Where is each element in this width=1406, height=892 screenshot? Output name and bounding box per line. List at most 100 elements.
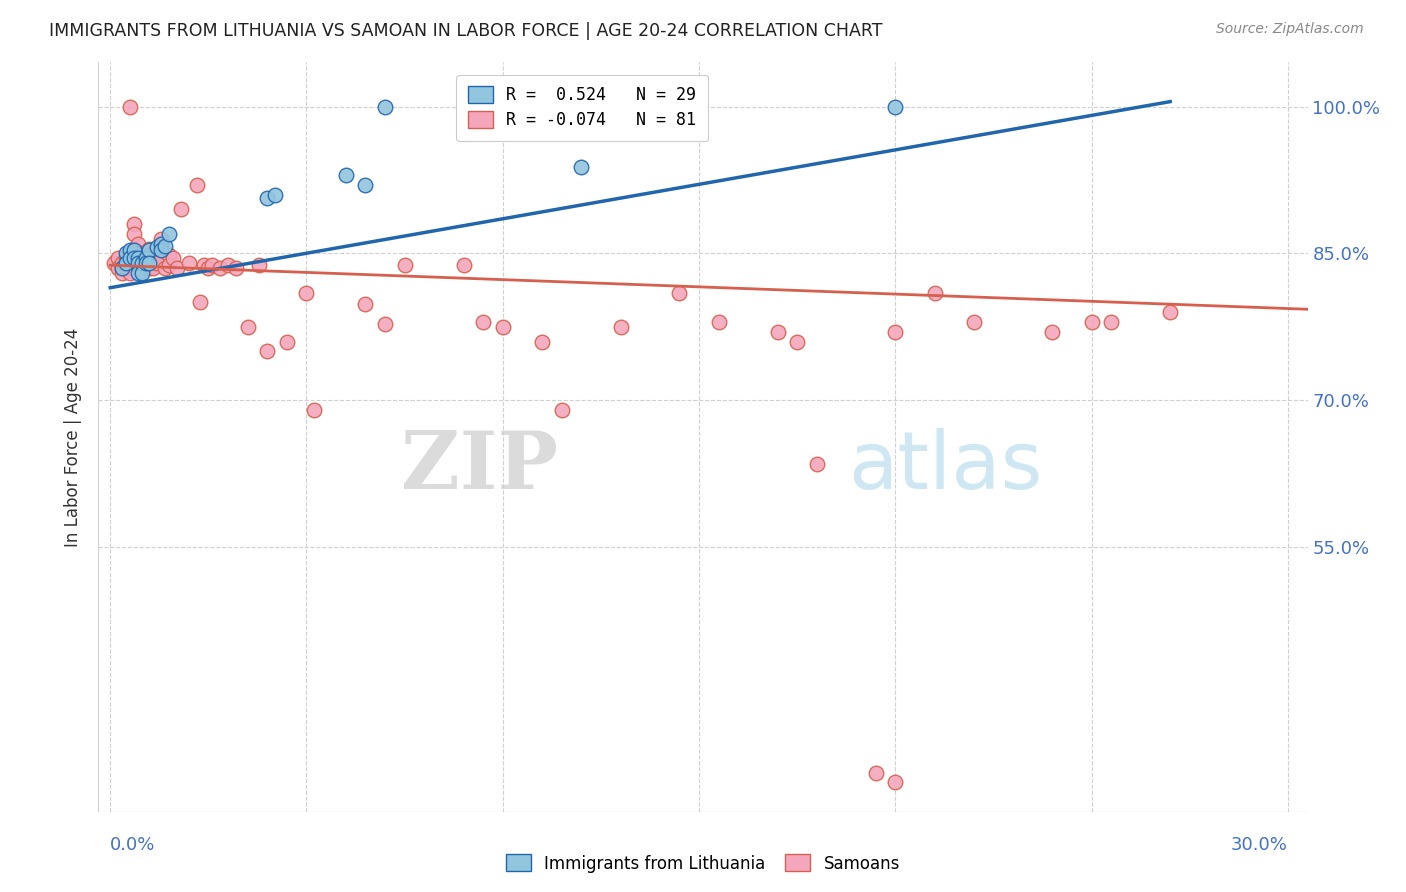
Point xyxy=(131,252,153,266)
Point xyxy=(131,246,153,260)
Point xyxy=(247,258,270,272)
Point xyxy=(157,248,180,262)
Point xyxy=(131,256,153,270)
Point xyxy=(135,256,157,270)
Point xyxy=(111,261,134,276)
Point xyxy=(177,256,200,270)
Point xyxy=(111,261,134,276)
Legend: R =  0.524   N = 29, R = -0.074   N = 81: R = 0.524 N = 29, R = -0.074 N = 81 xyxy=(457,75,707,141)
Point xyxy=(1080,315,1102,329)
Point xyxy=(127,252,149,266)
Point xyxy=(628,99,651,113)
Point xyxy=(162,252,184,266)
Point xyxy=(1042,325,1064,339)
Point xyxy=(256,344,278,359)
Point xyxy=(766,325,789,339)
Point xyxy=(153,261,176,276)
Point xyxy=(118,252,141,266)
Point xyxy=(225,261,247,276)
Point xyxy=(865,765,887,780)
Point xyxy=(122,256,145,270)
Point xyxy=(197,261,219,276)
Point xyxy=(217,258,239,272)
Point xyxy=(127,236,149,251)
Point xyxy=(122,244,145,258)
Point xyxy=(135,252,157,266)
Point xyxy=(166,261,188,276)
Point xyxy=(884,775,907,789)
Point xyxy=(1159,305,1181,319)
Point xyxy=(107,261,129,276)
Point xyxy=(472,315,495,329)
Point xyxy=(131,256,153,270)
Point xyxy=(609,319,631,334)
Point xyxy=(111,266,134,280)
Point xyxy=(256,191,278,205)
Point xyxy=(453,258,475,272)
Point xyxy=(135,256,157,270)
Point xyxy=(1099,315,1122,329)
Point xyxy=(394,258,416,272)
Point xyxy=(138,244,160,258)
Point xyxy=(118,266,141,280)
Text: 0.0%: 0.0% xyxy=(110,836,156,855)
Point xyxy=(150,232,173,246)
Point xyxy=(103,256,125,270)
Point xyxy=(146,239,169,253)
Point xyxy=(122,242,145,256)
Point xyxy=(115,256,138,270)
Point xyxy=(127,258,149,272)
Point xyxy=(201,258,224,272)
Point xyxy=(115,261,138,276)
Point xyxy=(492,319,515,334)
Point xyxy=(131,261,153,276)
Point xyxy=(111,256,134,270)
Point xyxy=(170,202,193,217)
Point xyxy=(354,297,377,311)
Point xyxy=(963,315,986,329)
Point xyxy=(374,317,396,331)
Point xyxy=(157,258,180,272)
Point xyxy=(118,99,141,113)
Point xyxy=(122,217,145,231)
Point xyxy=(276,334,298,349)
Text: Source: ZipAtlas.com: Source: ZipAtlas.com xyxy=(1216,22,1364,37)
Point xyxy=(304,403,326,417)
Point xyxy=(786,334,808,349)
Text: ZIP: ZIP xyxy=(401,428,558,506)
Point xyxy=(127,256,149,270)
Point xyxy=(924,285,946,300)
Point xyxy=(146,256,169,270)
Point xyxy=(135,252,157,266)
Point xyxy=(335,168,357,182)
Point xyxy=(569,160,592,174)
Point xyxy=(150,244,173,258)
Point xyxy=(115,256,138,270)
Point xyxy=(374,99,396,113)
Point xyxy=(118,246,141,260)
Point xyxy=(142,252,165,266)
Legend: Immigrants from Lithuania, Samoans: Immigrants from Lithuania, Samoans xyxy=(499,847,907,880)
Point xyxy=(264,187,287,202)
Point xyxy=(550,403,572,417)
Point xyxy=(115,252,138,266)
Point xyxy=(118,256,141,270)
Point xyxy=(138,261,160,276)
Point xyxy=(150,242,173,256)
Point xyxy=(146,246,169,260)
Point xyxy=(127,252,149,266)
Y-axis label: In Labor Force | Age 20-24: In Labor Force | Age 20-24 xyxy=(65,327,83,547)
Point xyxy=(118,244,141,258)
Point xyxy=(138,256,160,270)
Point xyxy=(531,334,554,349)
Point xyxy=(142,261,165,276)
Point xyxy=(209,261,232,276)
Text: IMMIGRANTS FROM LITHUANIA VS SAMOAN IN LABOR FORCE | AGE 20-24 CORRELATION CHART: IMMIGRANTS FROM LITHUANIA VS SAMOAN IN L… xyxy=(49,22,883,40)
Point xyxy=(122,227,145,241)
Point xyxy=(135,246,157,260)
Point xyxy=(127,246,149,260)
Text: atlas: atlas xyxy=(848,428,1042,506)
Point xyxy=(884,99,907,113)
Point xyxy=(157,227,180,241)
Point xyxy=(193,258,215,272)
